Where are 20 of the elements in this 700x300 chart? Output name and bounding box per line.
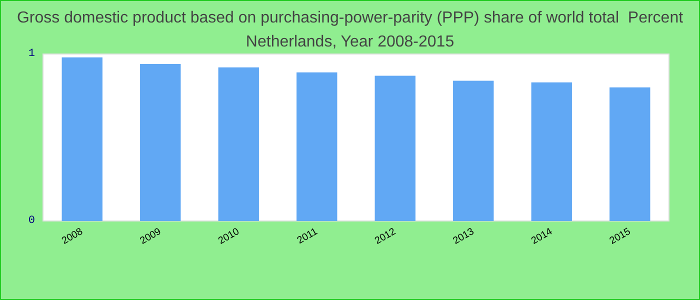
x-tick-label: 2015 — [608, 226, 634, 247]
x-tick-label: 2012 — [373, 226, 398, 247]
bar — [140, 64, 181, 221]
bar — [296, 72, 338, 221]
x-tick-label: 2008 — [60, 226, 86, 247]
bar — [610, 87, 650, 221]
bar — [374, 76, 416, 221]
x-tick-label: 2013 — [451, 226, 477, 247]
bar — [531, 82, 572, 221]
chart-title: Gross domestic product based on purchasing-power-parity (PPP) share of world total Percent — [16, 10, 684, 26]
bar — [62, 57, 102, 221]
x-tick-label: 2010 — [216, 226, 242, 247]
bar — [453, 80, 494, 221]
y-tick-label: 1 — [28, 48, 36, 60]
bar — [218, 67, 259, 221]
y-tick-label: 0 — [28, 215, 35, 227]
x-tick-label: 2014 — [530, 226, 555, 247]
chart-subtitle: Netherlands, Year 2008-2015 — [246, 34, 454, 50]
x-tick-label: 2009 — [138, 226, 164, 247]
x-tick-label: 2011 — [296, 226, 320, 247]
